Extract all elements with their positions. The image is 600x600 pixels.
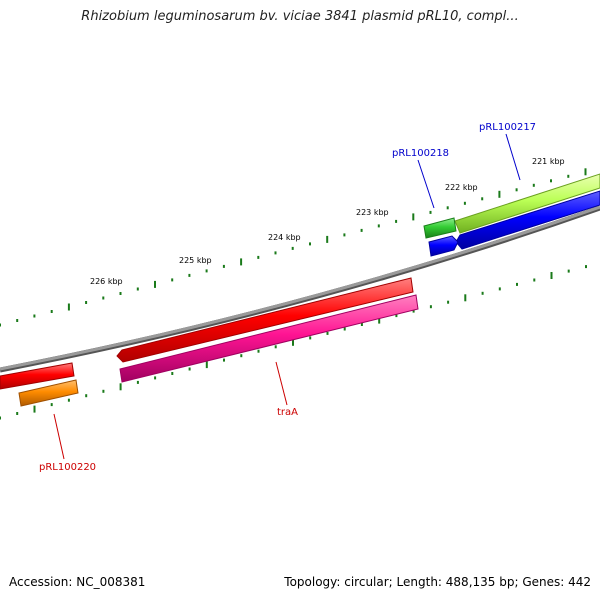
gene-label-pRL100220[interactable]: pRL100220 <box>39 462 96 473</box>
feature-pRL100218[interactable] <box>423 217 457 239</box>
topology-text: Topology: circular; Length: 488,135 bp; … <box>284 575 591 589</box>
feature-pRL100220[interactable] <box>18 379 79 407</box>
feature-left-red[interactable] <box>0 362 75 390</box>
gene-label-pRL100217[interactable]: pRL100217 <box>479 122 536 133</box>
backbone-line <box>0 205 600 373</box>
map-title: Rhizobium leguminosarum bv. viciae 3841 … <box>81 9 519 24</box>
feature-traA[interactable] <box>119 294 419 383</box>
scale-label-225: 225 kbp <box>179 256 212 265</box>
gene-label-traA[interactable]: traA <box>277 407 298 418</box>
scale-label-221: 221 kbp <box>532 157 565 166</box>
gene-label-pRL100218[interactable]: pRL100218 <box>392 148 449 159</box>
feature-traA-red[interactable] <box>116 277 414 363</box>
accession-text: Accession: NC_008381 <box>9 575 146 589</box>
scale-label-224: 224 kbp <box>268 233 301 242</box>
scale-labels: 226 kbp 225 kbp 224 kbp 223 kbp 222 kbp … <box>90 157 565 286</box>
feature-blue-left[interactable] <box>428 235 459 257</box>
tick-rows <box>0 168 587 420</box>
scale-label-222: 222 kbp <box>445 183 478 192</box>
scale-label-223: 223 kbp <box>356 208 389 217</box>
gene-labels: pRL100217 pRL100218 traA pRL100220 <box>39 122 536 473</box>
feature-pRL100217[interactable] <box>454 173 600 234</box>
scale-label-226: 226 kbp <box>90 277 123 286</box>
leader-lines <box>53 133 521 460</box>
